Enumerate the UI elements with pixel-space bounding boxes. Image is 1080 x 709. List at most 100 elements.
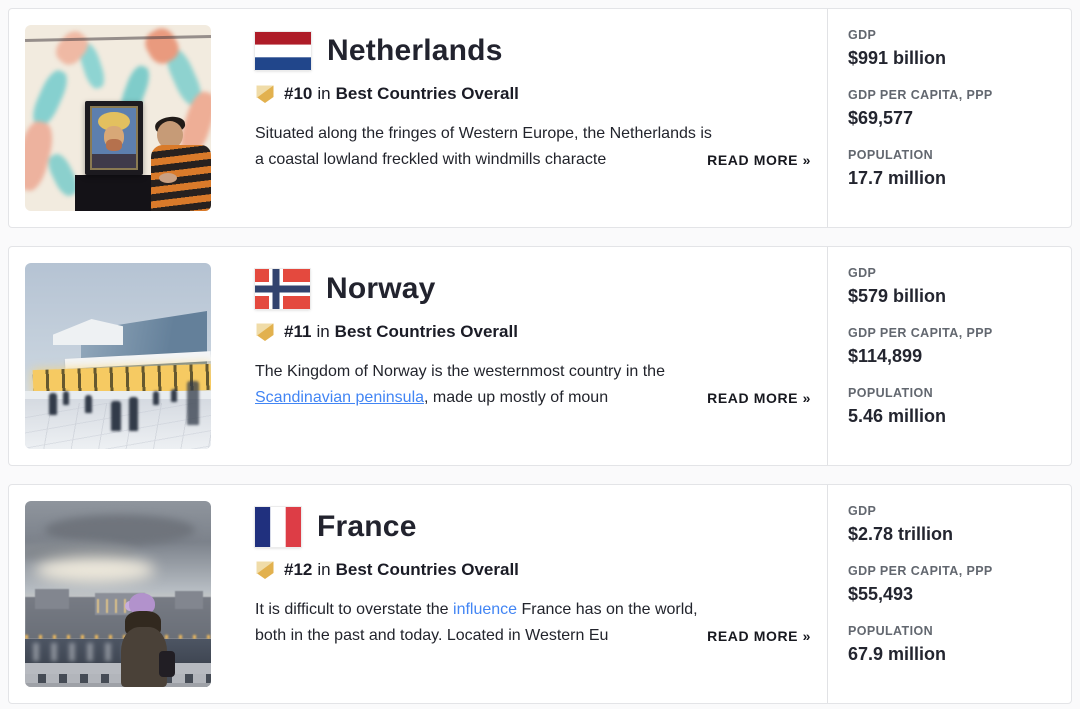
rank-row[interactable]: #11 in Best Countries Overall <box>255 322 811 342</box>
stat-label: GDP PER CAPITA, PPP <box>848 326 993 340</box>
country-description: The Kingdom of Norway is the westernmost… <box>255 359 811 411</box>
card-content: Netherlands #10 in Best Countries Overal… <box>227 9 827 227</box>
cloud <box>45 515 195 545</box>
stat-value: $991 billion <box>848 48 947 68</box>
stat-label: POPULATION <box>848 624 934 638</box>
netherlands-photo[interactable] <box>25 25 211 211</box>
france-flag-icon <box>255 507 301 547</box>
portrait-frame <box>85 101 143 175</box>
description-text: , made up mostly of moun <box>424 389 609 406</box>
stat-gdp: GDP $2.78 trillion <box>848 504 1061 545</box>
pedestrian <box>63 391 69 405</box>
rank-row[interactable]: #10 in Best Countries Overall <box>255 84 811 104</box>
stat-label: GDP <box>848 266 877 280</box>
museum-visitor-hand <box>159 173 177 183</box>
country-title[interactable]: Norway <box>326 272 436 305</box>
rank-list-name: Best Countries Overall <box>335 560 519 579</box>
building <box>175 591 203 609</box>
norway-photo[interactable] <box>25 263 211 449</box>
building <box>35 589 69 609</box>
country-card-france: France #12 in Best Countries Overall It … <box>8 484 1072 704</box>
title-row: Norway <box>255 267 811 311</box>
woman-shoulder-bag <box>159 651 175 677</box>
stats-column: GDP $2.78 trillion GDP PER CAPITA, PPP $… <box>827 485 1071 703</box>
thumbnail-wrap <box>9 9 227 227</box>
scandinavian-peninsula-link[interactable]: Scandinavian peninsula <box>255 389 425 406</box>
stat-value: 67.9 million <box>848 644 947 664</box>
description-line2: both in the past and today. Located in W… <box>255 623 811 649</box>
display-pedestal <box>75 175 153 211</box>
stat-gdp-per-capita: GDP PER CAPITA, PPP $114,899 <box>848 326 1061 367</box>
rank-list-name: Best Countries Overall <box>335 84 519 103</box>
stat-value: $55,493 <box>848 584 914 604</box>
description-line2: a coastal lowland freckled with windmill… <box>255 147 811 173</box>
museum-visitor-head <box>157 121 183 149</box>
rank-number: #10 <box>284 84 313 103</box>
stat-population: POPULATION 67.9 million <box>848 624 1061 665</box>
stat-gdp-per-capita: GDP PER CAPITA, PPP $69,577 <box>848 88 1061 129</box>
stat-label: GDP PER CAPITA, PPP <box>848 88 993 102</box>
pedestrian <box>111 401 121 431</box>
woman-purple-hat <box>129 593 155 615</box>
read-more-link[interactable]: READ MORE » <box>612 385 811 411</box>
stat-label: POPULATION <box>848 148 934 162</box>
stat-label: GDP <box>848 504 877 518</box>
description-line2: Scandinavian peninsula, made up mostly o… <box>255 385 811 411</box>
card-content: Norway #11 in Best Countries Overall The… <box>227 247 827 465</box>
bridge-rail <box>25 663 211 674</box>
stat-value: $579 billion <box>848 286 947 306</box>
opera-house-roof <box>53 319 123 345</box>
read-more-link[interactable]: READ MORE » <box>612 147 811 173</box>
rank-in: in <box>317 84 331 103</box>
stat-value: $114,899 <box>848 346 923 366</box>
pedestrian <box>153 391 159 405</box>
country-title[interactable]: France <box>317 510 417 543</box>
stat-value: $69,577 <box>848 108 914 128</box>
rank-badge-icon <box>256 85 274 103</box>
rank-badge-icon <box>256 561 274 579</box>
rank-number: #11 <box>284 322 312 341</box>
description-line1: The Kingdom of Norway is the westernmost… <box>255 363 665 380</box>
stat-label: POPULATION <box>848 386 934 400</box>
sunset-glow <box>35 557 155 583</box>
stat-value: 5.46 million <box>848 406 947 426</box>
country-card-netherlands: Netherlands #10 in Best Countries Overal… <box>8 8 1072 228</box>
stat-population: POPULATION 5.46 million <box>848 386 1061 427</box>
rank-row[interactable]: #12 in Best Countries Overall <box>255 560 811 580</box>
rank-in: in <box>317 560 331 579</box>
france-photo[interactable] <box>25 501 211 687</box>
description-line1: It is difficult to overstate the influen… <box>255 597 811 623</box>
stats-column: GDP $579 billion GDP PER CAPITA, PPP $11… <box>827 247 1071 465</box>
opera-house-base-wall <box>25 391 211 401</box>
thumbnail-wrap <box>9 485 227 703</box>
rank-list-name: Best Countries Overall <box>334 322 518 341</box>
influence-link[interactable]: influence <box>453 601 518 618</box>
stat-gdp: GDP $579 billion <box>848 266 1061 307</box>
portrait-coat <box>92 153 136 168</box>
pedestrian <box>129 397 138 431</box>
stat-label: GDP PER CAPITA, PPP <box>848 564 993 578</box>
portrait-hat <box>98 112 130 132</box>
rank-number: #12 <box>284 560 313 579</box>
pedestrian <box>85 395 92 413</box>
country-title[interactable]: Netherlands <box>327 34 503 67</box>
description-line1: Situated along the fringes of Western Eu… <box>255 125 712 142</box>
country-description: Situated along the fringes of Western Eu… <box>255 121 811 173</box>
pedestrian <box>171 389 177 402</box>
paris-buildings <box>25 589 211 639</box>
netherlands-flag-icon <box>255 32 311 70</box>
description-text: a coastal lowland freckled with windmill… <box>255 151 607 168</box>
bridge-ledge <box>25 683 211 687</box>
stats-column: GDP $991 billion GDP PER CAPITA, PPP $69… <box>827 9 1071 227</box>
stat-gdp: GDP $991 billion <box>848 28 1061 69</box>
street-lights <box>25 635 211 639</box>
portrait-beard <box>106 139 122 152</box>
card-content: France #12 in Best Countries Overall It … <box>227 485 827 703</box>
stat-gdp-per-capita: GDP PER CAPITA, PPP $55,493 <box>848 564 1061 605</box>
read-more-link[interactable]: READ MORE » <box>612 623 811 649</box>
norway-flag-icon <box>255 269 310 309</box>
description-text: France has on the world, <box>517 601 698 618</box>
title-row: France <box>255 505 811 549</box>
rank-in: in <box>316 322 330 341</box>
